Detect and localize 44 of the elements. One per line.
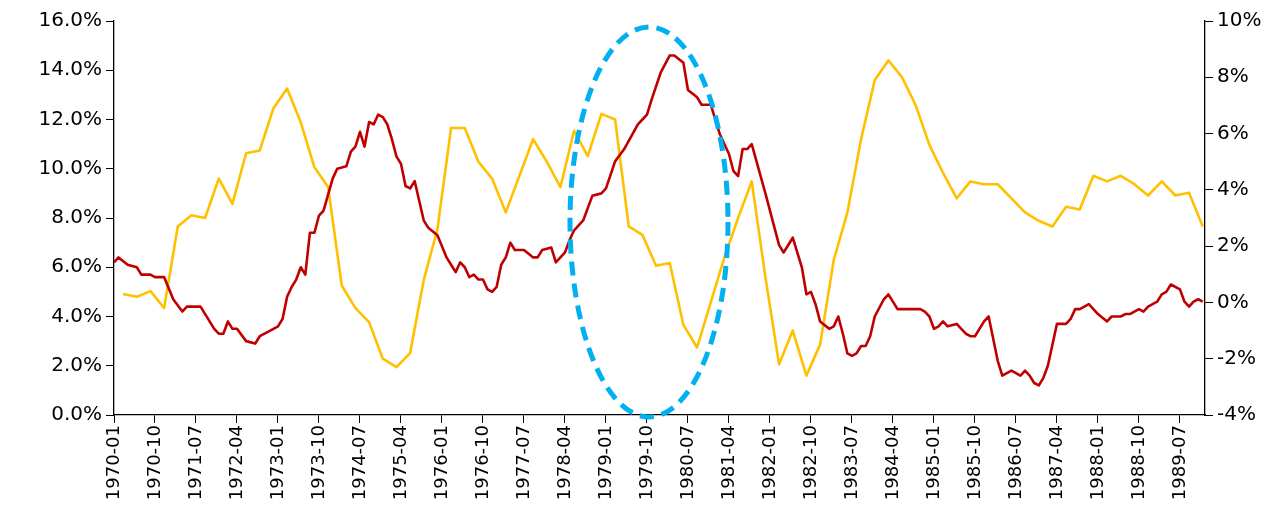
- x-tick-label: 1989-07: [1167, 425, 1189, 501]
- y-tick-label: 0.0%: [51, 401, 102, 426]
- x-tick-label: 1982-01: [757, 425, 779, 501]
- x-tick-label: 1979-10: [634, 425, 656, 501]
- x-tick-label: 1970-01: [101, 425, 123, 501]
- x-tick-label: 1973-10: [306, 425, 328, 501]
- y2-tick-label: 6%: [1217, 119, 1249, 144]
- y2-tick-label: 10%: [1217, 7, 1262, 32]
- y-tick-label: 8.0%: [51, 204, 102, 229]
- x-tick-label: 1974-07: [347, 425, 369, 501]
- x-tick-label: 1972-04: [224, 425, 246, 501]
- x-tick-label: 1973-01: [265, 425, 287, 501]
- x-tick-label: 1988-01: [1085, 425, 1107, 501]
- x-tick-label: 1983-07: [839, 425, 861, 501]
- x-tick-label: 1986-07: [1003, 425, 1025, 501]
- y2-tick-label: 0%: [1217, 288, 1249, 313]
- x-tick-label: 1978-04: [552, 425, 574, 501]
- y2-tick-label: -2%: [1217, 344, 1256, 369]
- x-tick-label: 1977-07: [511, 425, 533, 501]
- y-tick-label: 10.0%: [38, 154, 102, 179]
- x-tick-label: 1970-10: [142, 425, 164, 501]
- y-tick-label: 6.0%: [51, 253, 102, 278]
- y-tick-label: 2.0%: [51, 351, 102, 376]
- x-tick-label: 1979-01: [593, 425, 615, 501]
- y-tick-label: 16.0%: [38, 7, 102, 32]
- x-tick-label: 1976-01: [429, 425, 451, 501]
- x-tick-label: 1971-07: [183, 425, 205, 501]
- y-tick-label: 4.0%: [51, 302, 102, 327]
- x-tick-label: 1981-04: [716, 425, 738, 501]
- x-tick-label: 1975-04: [388, 425, 410, 501]
- y2-tick-label: -4%: [1217, 401, 1256, 426]
- y2-tick-label: 8%: [1217, 63, 1249, 88]
- y-tick-label: 12.0%: [38, 105, 102, 130]
- y-tick-label: 14.0%: [38, 56, 102, 81]
- x-tick-label: 1982-10: [798, 425, 820, 501]
- x-tick-label: 1985-01: [921, 425, 943, 501]
- x-tick-label: 1985-10: [962, 425, 984, 501]
- y2-tick-label: 4%: [1217, 176, 1249, 201]
- x-tick-label: 1976-10: [470, 425, 492, 501]
- x-tick-label: 1987-04: [1044, 425, 1066, 501]
- x-tick-label: 1984-04: [880, 425, 902, 501]
- y2-tick-label: 2%: [1217, 232, 1249, 257]
- x-tick-label: 1988-10: [1126, 425, 1148, 501]
- x-tick-label: 1980-07: [675, 425, 697, 501]
